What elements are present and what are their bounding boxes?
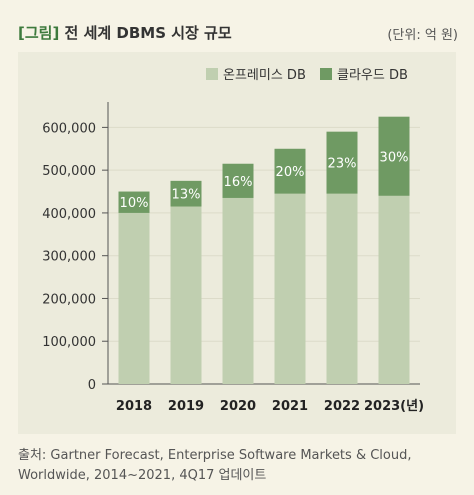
x-tick-label: 2018 <box>116 399 152 414</box>
bar-onpremise <box>274 193 306 384</box>
bar-cloud <box>326 131 358 194</box>
source-line-1: 출처: Gartner Forecast, Enterprise Softwar… <box>18 448 412 463</box>
legend-label-onpremise: 온프레미스 DB <box>223 68 306 83</box>
share-label: 16% <box>224 175 253 190</box>
share-label: 30% <box>380 150 409 165</box>
bar-cloud <box>170 180 202 207</box>
share-label: 13% <box>172 188 201 203</box>
chart-title: [그림] 전 세계 DBMS 시장 규모 <box>18 22 232 43</box>
y-tick-label: 600,000 <box>42 121 96 136</box>
x-tick-label: 2019 <box>168 399 204 414</box>
unit-label: (단위: 억 원) <box>387 28 458 43</box>
bar-onpremise <box>118 212 150 384</box>
header: [그림] 전 세계 DBMS 시장 규모 (단위: 억 원) <box>18 22 458 46</box>
figure-tag: [그림] <box>18 24 60 42</box>
bar-onpremise <box>326 193 358 384</box>
y-tick-label: 0 <box>88 378 96 393</box>
bar-cloud <box>378 116 410 196</box>
bar-cloud <box>222 163 254 198</box>
legend-swatch-onpremise <box>206 68 218 80</box>
y-tick-label: 300,000 <box>42 250 96 265</box>
bar-onpremise <box>222 197 254 384</box>
x-tick-label: 2023(년) <box>364 399 424 414</box>
share-label: 20% <box>276 165 305 180</box>
bar-cloud <box>274 148 306 194</box>
legend-label-cloud: 클라우드 DB <box>337 68 408 83</box>
bar-onpremise <box>170 206 202 384</box>
x-tick-label: 2020 <box>220 399 256 414</box>
legend-swatch-cloud <box>320 68 332 80</box>
share-label: 10% <box>120 196 149 211</box>
y-tick-label: 400,000 <box>42 207 96 222</box>
y-tick-label: 500,000 <box>42 164 96 179</box>
bar-onpremise <box>378 195 410 384</box>
share-label: 23% <box>328 157 357 172</box>
y-tick-label: 200,000 <box>42 292 96 307</box>
bar-cloud <box>118 191 150 213</box>
figure-title: 전 세계 DBMS 시장 규모 <box>64 24 232 42</box>
x-tick-label: 2021 <box>272 399 308 414</box>
y-tick-label: 100,000 <box>42 335 96 350</box>
source-line-2: Worldwide, 2014~2021, 4Q17 업데이트 <box>18 468 267 483</box>
source-note: 출처: Gartner Forecast, Enterprise Softwar… <box>18 446 463 486</box>
x-tick-label: 2022 <box>324 399 360 414</box>
bar-chart: 0 100,000 200,000 300,000 400,000 500,000 600,… <box>42 68 424 414</box>
